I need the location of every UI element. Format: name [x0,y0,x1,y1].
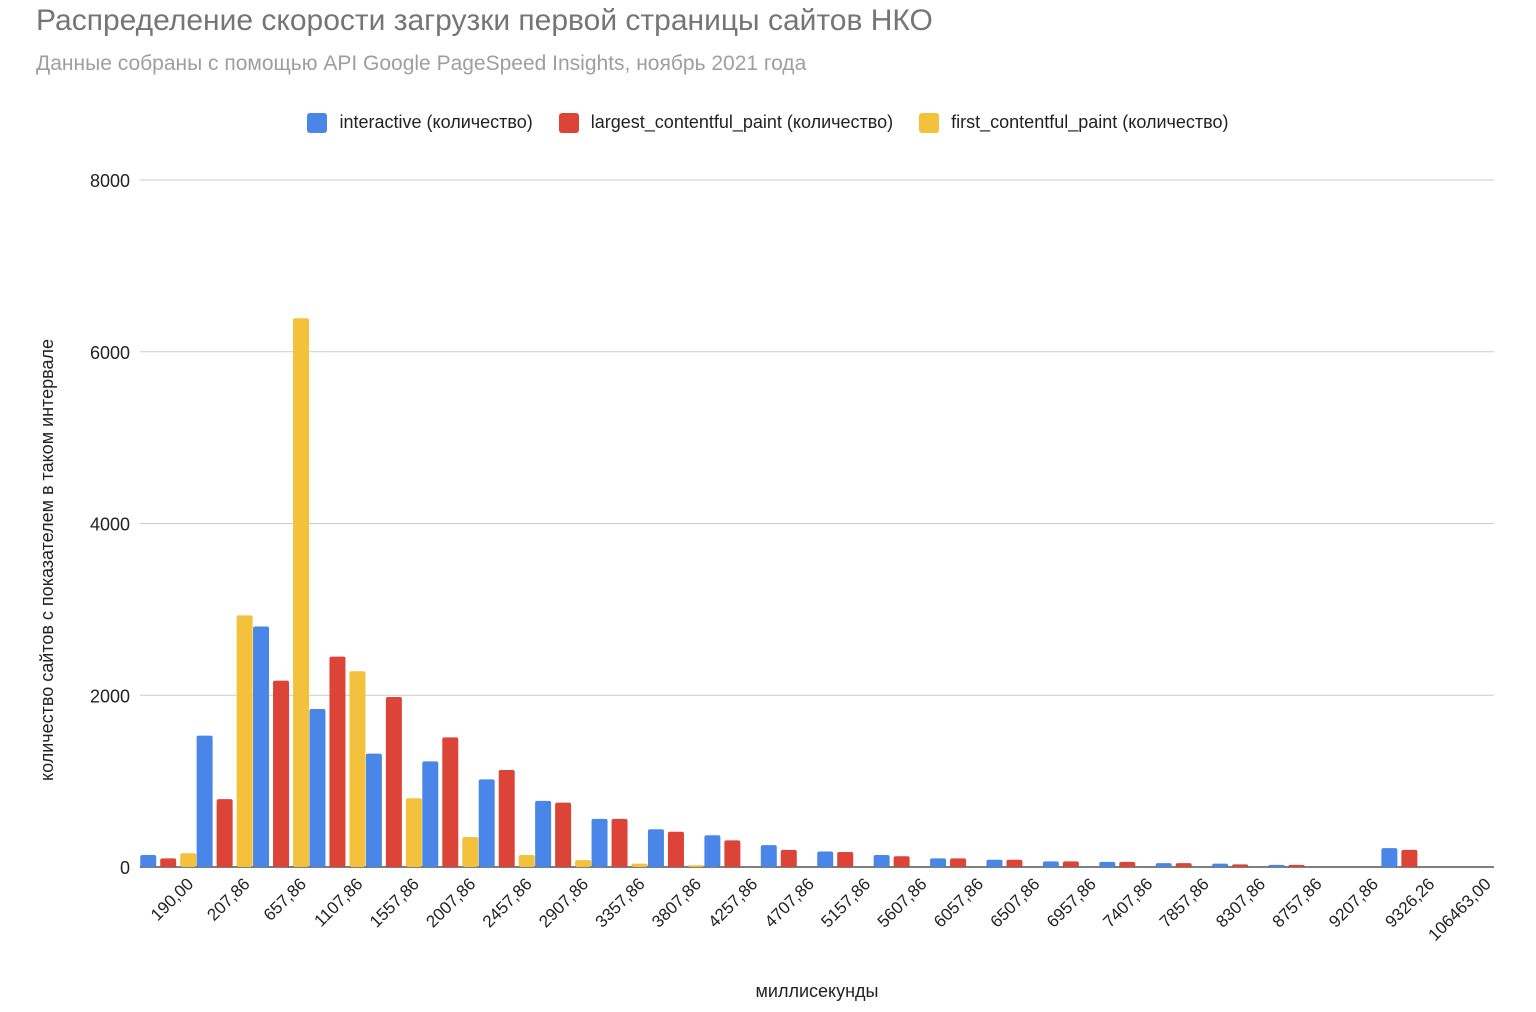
bar-lcp [1062,861,1079,867]
x-tick-label: 8757,86 [1269,874,1326,931]
x-tick-label: 7857,86 [1156,874,1213,931]
chart-title: Распределение скорости загрузки первой с… [36,4,933,37]
bar-interactive [140,854,157,867]
bar-lcp [442,737,459,867]
bar-fcp [687,865,704,867]
bar-fcp [405,798,422,867]
x-tick-label: 2457,86 [479,874,536,931]
bar-interactive [873,854,890,867]
y-tick-label: 6000 [90,343,130,363]
x-tick-label: 6507,86 [987,874,1044,931]
x-tick-label: 3807,86 [648,874,705,931]
y-axis-title: количество сайтов с показателем в таком … [37,339,57,781]
bar-interactive [1155,863,1172,867]
bar-fcp [349,671,366,867]
bar-lcp [329,656,346,867]
x-tick-label: 190,00 [147,874,197,924]
y-tick-label: 0 [120,858,130,878]
bar-interactive [986,859,1003,867]
bar-lcp [950,858,967,867]
bar-interactive [1042,861,1059,867]
bar-lcp [1119,861,1136,867]
bar-lcp [611,818,628,867]
legend-swatch-lcp [558,112,579,133]
bar-fcp [518,854,535,867]
bar-interactive [760,845,777,867]
x-tick-label: 5157,86 [817,874,874,931]
bar-interactive [591,818,608,867]
bar-lcp [555,802,572,867]
bar-lcp [1006,859,1023,867]
bar-fcp [180,853,197,867]
x-tick-label: 1557,86 [366,874,423,931]
x-tick-label: 9207,86 [1325,874,1382,931]
x-tick-label: 207,86 [203,874,253,924]
bar-fcp [575,860,592,867]
bar-lcp [1401,849,1418,867]
x-axis-title: миллисекунды [756,981,879,1001]
bar-interactive [1268,864,1285,867]
x-tick-label: 8307,86 [1212,874,1269,931]
bar-lcp [216,799,233,867]
legend-item-fcp[interactable]: first_contentful_paint (количество) [919,112,1229,133]
bar-lcp [1232,864,1249,867]
bar-interactive [535,800,552,867]
chart-subtitle: Данные собраны с помощью API Google Page… [36,52,807,75]
legend-swatch-interactive [307,112,328,133]
y-tick-label: 2000 [90,686,130,706]
chart-legend: interactive (количество) largest_content… [0,112,1536,133]
bar-lcp [780,849,797,867]
x-tick-label: 6057,86 [930,874,987,931]
legend-label-interactive: interactive (количество) [339,112,533,132]
bar-interactive [1381,848,1398,867]
bar-interactive [930,858,947,867]
bar-interactive [704,835,721,867]
bar-lcp [667,831,684,867]
x-tick-label: 2907,86 [535,874,592,931]
legend-item-lcp[interactable]: largest_contentful_paint (количество) [558,112,894,133]
x-tick-label: 1107,86 [310,874,366,930]
x-tick-label: 657,86 [260,874,310,924]
x-tick-label: 4257,86 [705,874,762,931]
bar-interactive [253,626,270,867]
x-tick-label: 7407,86 [1099,874,1156,931]
bar-interactive [422,761,439,867]
x-tick-label: 4707,86 [761,874,818,931]
legend-label-fcp: first_contentful_paint (количество) [951,112,1229,132]
bar-interactive [1099,861,1116,867]
bar-interactive [365,753,382,867]
y-tick-label: 4000 [90,515,130,535]
x-tick-label: 9326,26 [1382,874,1439,931]
bar-lcp [837,851,854,867]
bar-lcp [1288,864,1305,867]
bar-lcp [893,856,910,867]
bar-lcp [498,769,515,867]
bar-lcp [385,696,402,867]
bar-lcp [273,680,290,867]
bar-fcp [462,836,479,867]
bar-fcp [631,863,648,867]
legend-label-lcp: largest_contentful_paint (количество) [590,112,894,132]
legend-swatch-fcp [919,112,940,133]
bar-fcp [293,318,310,867]
bar-lcp [1175,863,1192,867]
bar-lcp [160,858,177,867]
x-tick-label: 5607,86 [874,874,931,931]
bar-interactive [196,735,213,867]
bar-interactive [309,708,326,867]
bar-interactive [817,851,834,867]
bar-lcp [724,840,741,867]
x-tick-label: 3357,86 [592,874,649,931]
bar-fcp [236,615,253,867]
x-tick-label: 2007,86 [422,874,479,931]
x-tick-label: 6957,86 [1043,874,1100,931]
bar-interactive [1212,863,1229,867]
bar-interactive [478,779,495,867]
legend-item-interactive[interactable]: interactive (количество) [307,112,533,133]
y-tick-label: 8000 [90,171,130,191]
bar-interactive [647,829,664,867]
